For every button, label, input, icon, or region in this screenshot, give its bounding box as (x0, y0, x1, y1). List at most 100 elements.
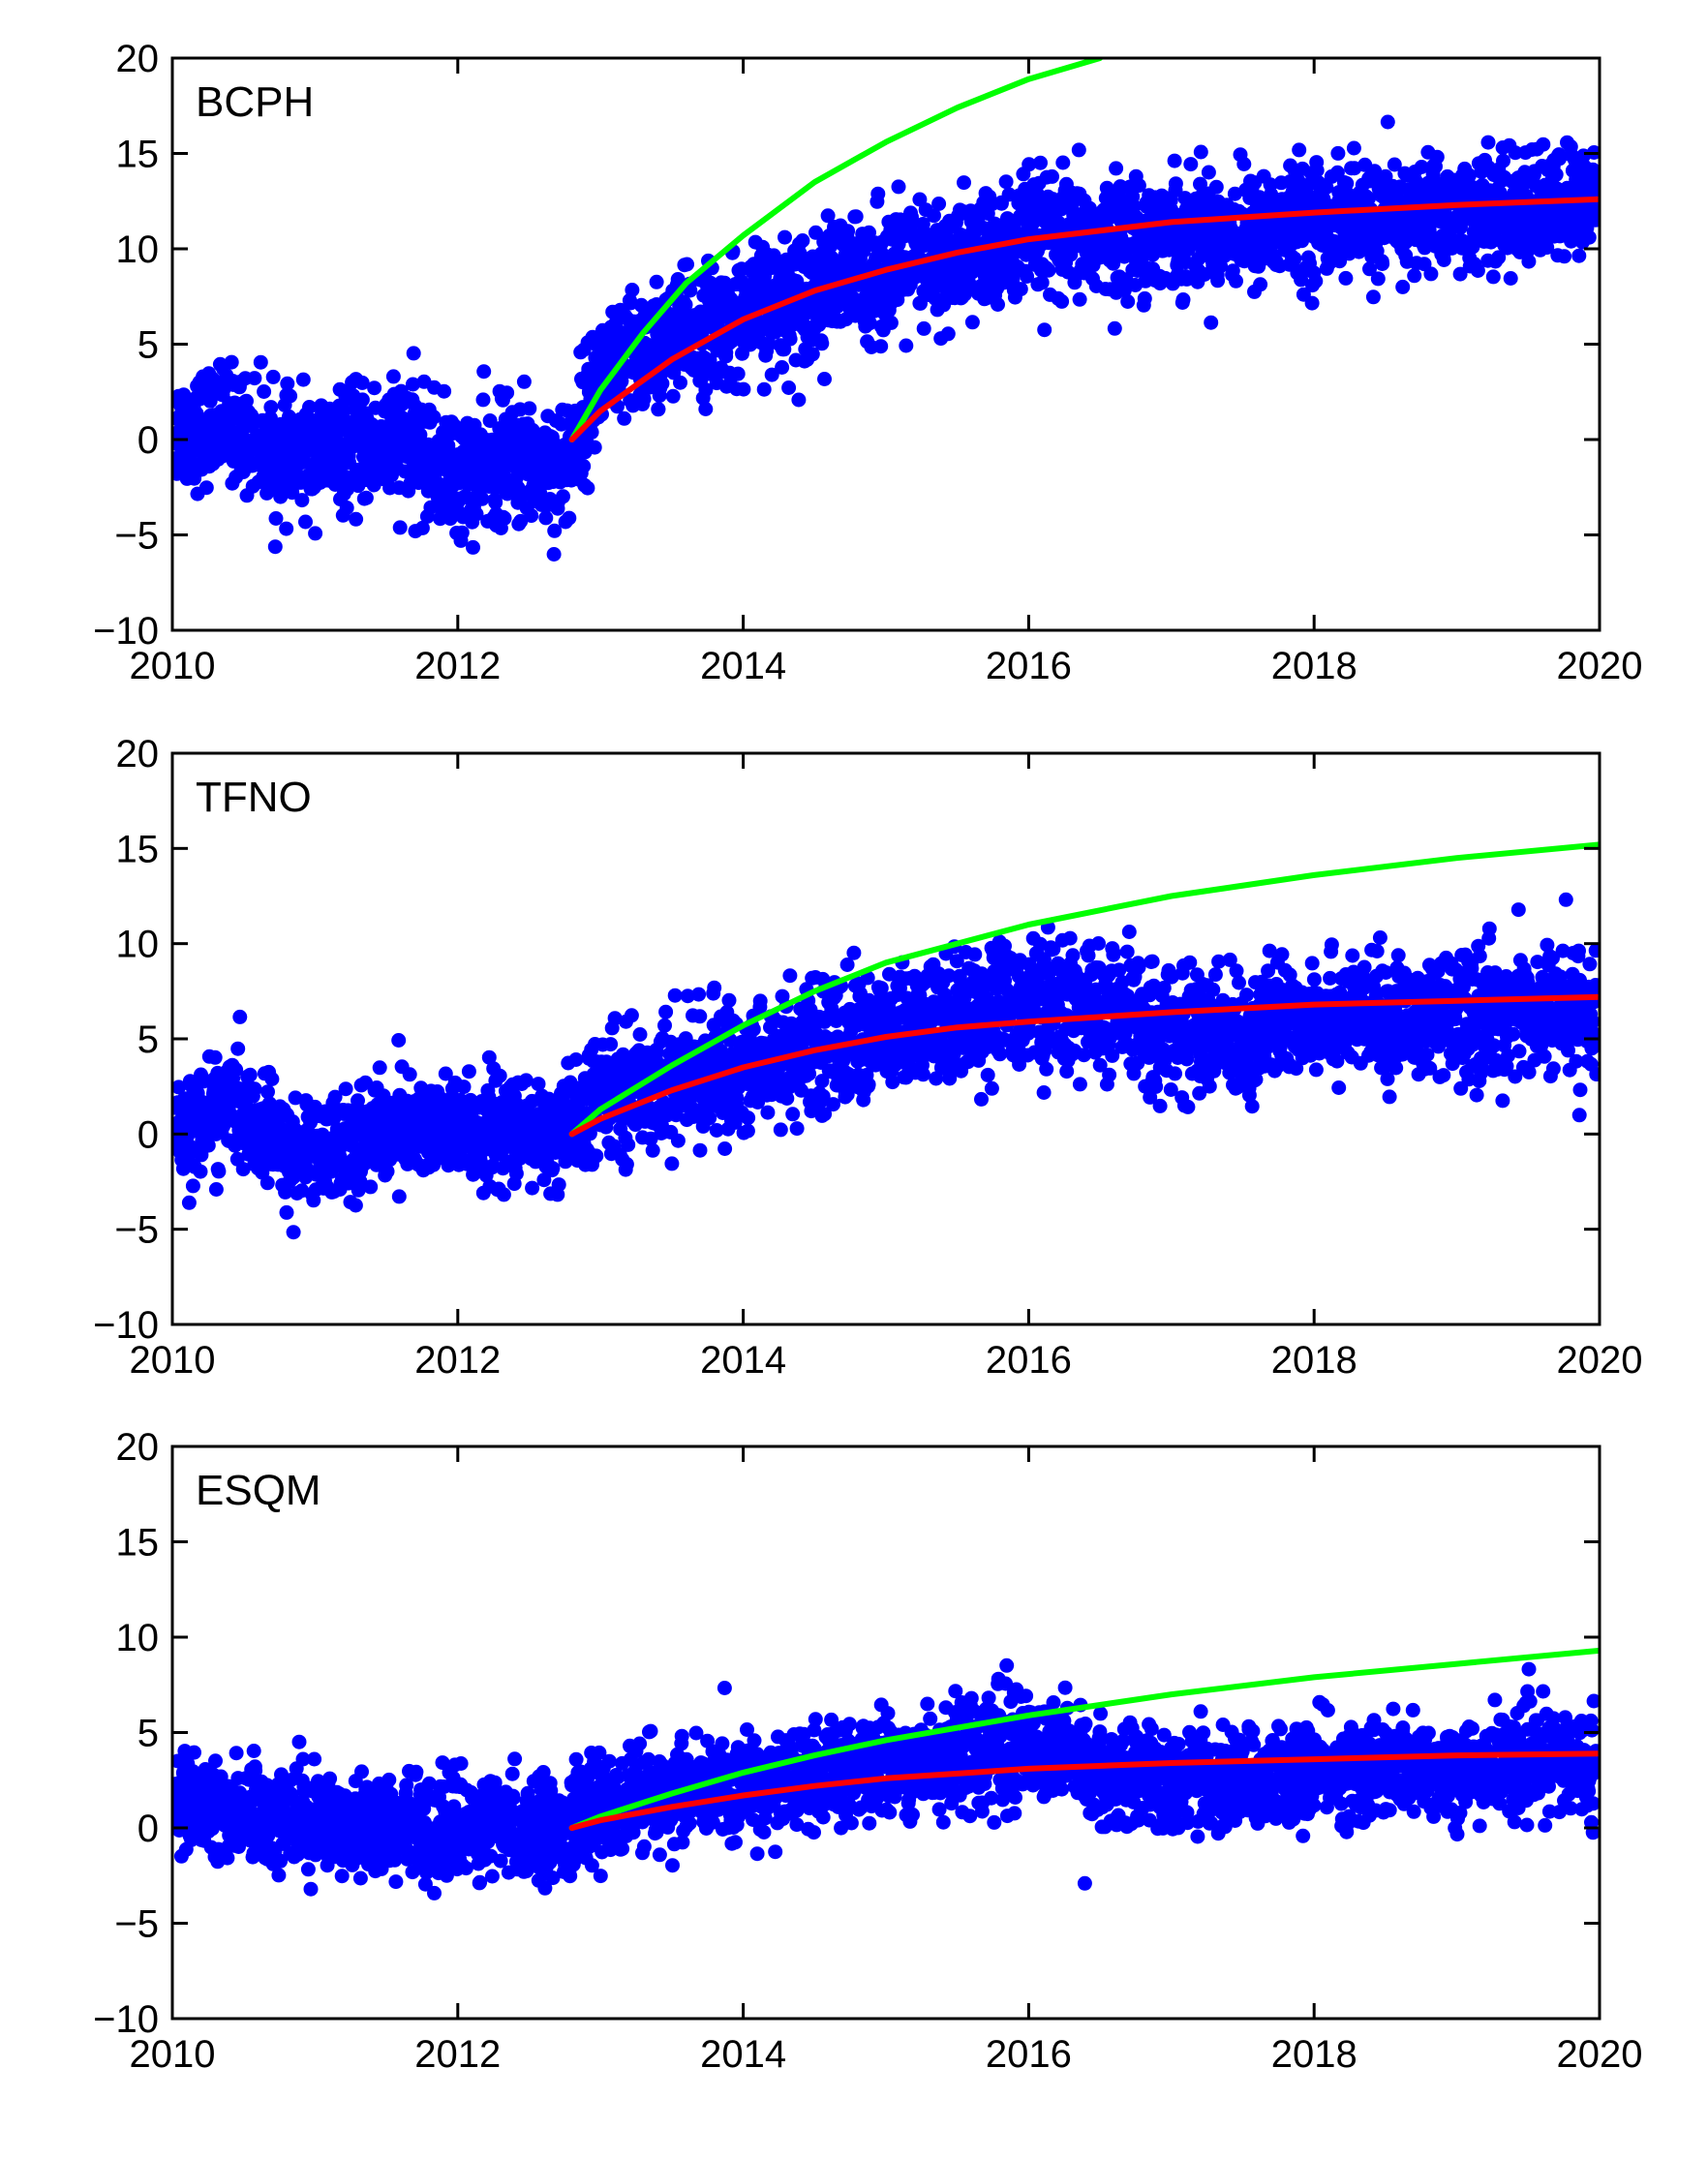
x-tick-label: 2018 (1271, 645, 1357, 687)
scatter-point (1137, 290, 1152, 306)
y-tick-label: 0 (137, 419, 159, 462)
scatter-point (242, 1067, 258, 1082)
scatter-point (279, 1204, 294, 1220)
scatter-point (730, 366, 746, 381)
scatter-point (861, 1077, 876, 1092)
scatter-point (657, 1018, 672, 1033)
scatter-point (235, 1162, 251, 1177)
scatter-point (469, 506, 484, 522)
scatter-point (461, 1064, 476, 1080)
scatter-point (624, 1008, 639, 1023)
scatter-point (247, 1081, 262, 1097)
scatter-point (778, 229, 792, 245)
scatter-point (752, 993, 768, 1009)
scatter-point (1292, 142, 1307, 158)
scatter-point (1536, 137, 1551, 152)
scatter-point (211, 1164, 227, 1179)
scatter-point (412, 427, 428, 442)
scatter-point (805, 347, 820, 362)
scatter-point (1033, 155, 1048, 170)
scatter-point (402, 1067, 417, 1082)
scatter-point (826, 1097, 840, 1112)
scatter-point (795, 233, 810, 248)
scatter-point (839, 958, 855, 972)
scatter-point (1253, 277, 1268, 292)
scatter-point (817, 372, 832, 386)
scatter-point (1548, 167, 1564, 182)
scatter-point (779, 1091, 795, 1106)
scatter-point (426, 410, 442, 425)
scatter-point (500, 385, 515, 401)
scatter-point (496, 1187, 511, 1202)
scatter-point (789, 274, 805, 289)
scatter-point (815, 971, 831, 987)
scatter-point (741, 1110, 756, 1126)
scatter-point (466, 539, 480, 555)
scatter-point (232, 1009, 248, 1024)
scatter-point (247, 371, 262, 386)
scatter-point (625, 283, 640, 297)
scatter-point (562, 510, 577, 526)
scatter-point (263, 400, 279, 415)
scatter-point (1183, 157, 1199, 172)
scatter-point (957, 175, 971, 191)
scatter-point (1037, 322, 1052, 338)
scatter-point (1045, 168, 1059, 184)
scatter-point (862, 316, 877, 331)
scatter-point (546, 547, 562, 562)
scatter-point (1365, 289, 1381, 305)
scatter-point (392, 520, 408, 535)
scatter-point (1294, 272, 1309, 288)
scatter-point (476, 364, 492, 380)
scatter-point (576, 459, 592, 473)
scatter-point (913, 295, 928, 311)
scatter-point (940, 326, 956, 342)
scatter-point (617, 411, 632, 426)
scatter-point (208, 1182, 224, 1197)
scatter-point (707, 980, 722, 995)
scatter-point (488, 495, 503, 510)
scatter-point (253, 354, 268, 370)
scatter-point (525, 1180, 540, 1196)
y-tick-label: −10 (93, 610, 159, 653)
chart-panel-tfno: 2010 2012 2014 2016 2018 2020−10−505101520TFN… (93, 733, 1642, 1382)
scatter-point (1309, 163, 1325, 178)
scatter-point (1071, 142, 1086, 158)
scatter-point (891, 179, 906, 195)
scatter-point (717, 275, 732, 290)
scatter-point (1571, 248, 1587, 263)
scatter-point (1496, 153, 1510, 168)
scatter-point (554, 416, 569, 432)
scatter-point (782, 968, 798, 984)
scatter-point (655, 376, 670, 391)
scatter-point (268, 511, 284, 526)
scatter-point (1229, 273, 1243, 289)
scatter-point (1380, 114, 1395, 130)
scatter-point (632, 1027, 648, 1042)
scatter-point (547, 523, 563, 538)
scatter-point (538, 510, 554, 526)
scatter-point (437, 383, 452, 399)
scatter-point (198, 480, 214, 496)
y-tick-label: −5 (114, 515, 159, 558)
scatter-point (789, 1121, 805, 1137)
scatter-point (802, 1066, 817, 1081)
scatter-point (883, 315, 899, 330)
scatter-point (1414, 160, 1429, 174)
scatter-point (185, 1178, 200, 1194)
scatter-point (1480, 135, 1496, 150)
scatter-point (651, 402, 666, 417)
scatter-point (257, 384, 272, 399)
scatter-point (264, 1072, 280, 1086)
scatter-point (820, 208, 836, 224)
scatter-point (354, 392, 370, 408)
scatter-point (513, 513, 529, 529)
scatter-point (1462, 167, 1477, 183)
scatter-point (691, 987, 707, 1002)
scatter-point (280, 376, 295, 391)
scatter-point (1193, 144, 1208, 160)
scatter-point (516, 374, 532, 389)
scatter-point (363, 1179, 379, 1195)
scatter-point (295, 372, 311, 387)
scatter-point (1557, 249, 1572, 264)
